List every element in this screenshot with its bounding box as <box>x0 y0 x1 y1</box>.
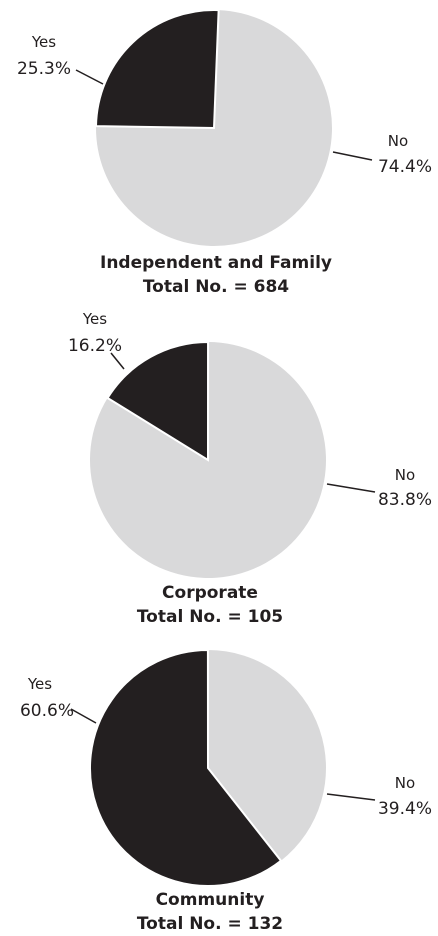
pie-chart-corporate: Yes 16.2% No 83.8% Corporate Total No. = 105 <box>68 310 432 627</box>
pie-chart-independent-and-family: Yes 25.3% No 74.4% Independent and Family Tot… <box>17 9 432 297</box>
chart-title: Independent and Family <box>100 253 332 273</box>
chart-subtitle: Total No. = 132 <box>137 914 283 934</box>
chart-subtitle: Total No. = 684 <box>143 277 289 297</box>
slice-label-yes: Yes <box>31 33 56 51</box>
slice-value-yes: 60.6% <box>20 701 74 721</box>
slice-label-yes: Yes <box>27 675 52 693</box>
pie-slice-yes <box>89 648 283 887</box>
chart-subtitle: Total No. = 105 <box>137 607 283 627</box>
slice-label-no: No <box>388 132 408 150</box>
leader-line-yes <box>70 708 97 724</box>
slice-value-no: 39.4% <box>378 799 432 819</box>
leader-line-yes <box>75 69 104 85</box>
pie-slice-yes <box>94 9 220 130</box>
leader-line-no <box>332 151 373 161</box>
slice-label-yes: Yes <box>82 310 107 328</box>
slice-label-no: No <box>395 774 415 792</box>
slice-label-no: No <box>395 466 415 484</box>
leader-line-yes <box>110 352 125 370</box>
leader-line-no <box>326 793 376 801</box>
slice-value-yes: 25.3% <box>17 59 71 79</box>
pie-slice-no <box>207 649 326 861</box>
chart-title: Corporate <box>162 583 258 603</box>
slice-value-no: 83.8% <box>378 490 432 510</box>
pie-slice-yes <box>106 340 210 462</box>
pie-chart-community: Yes 60.6% No 39.4% Community Total No. = 132 <box>20 648 432 934</box>
slice-value-yes: 16.2% <box>68 336 122 356</box>
chart-title: Community <box>156 890 265 910</box>
slice-value-no: 74.4% <box>378 157 432 177</box>
leader-line-no <box>326 483 376 493</box>
